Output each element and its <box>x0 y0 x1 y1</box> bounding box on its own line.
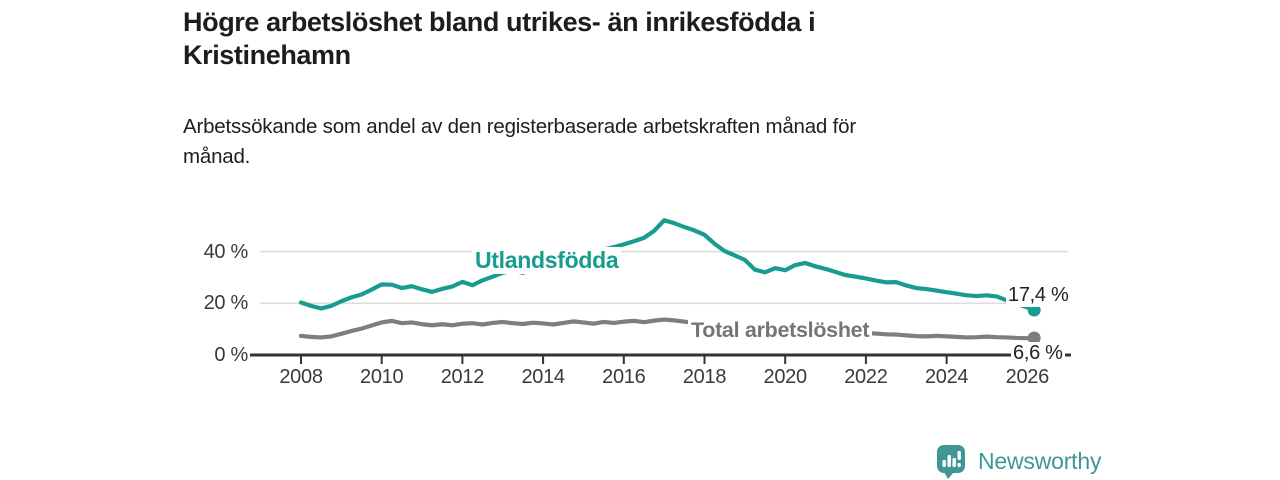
end-value-label-utlandsfodda: 17,4 % <box>1006 284 1071 307</box>
x-tick-label: 2018 <box>682 366 727 388</box>
x-tick-label: 2022 <box>844 366 888 388</box>
series-label-utlandsfodda: Utlandsfödda <box>472 247 622 274</box>
x-tick-label: 2010 <box>360 366 404 388</box>
page-title-line-2: Kristinehamn <box>183 40 351 70</box>
page-title: Högre arbetslöshet bland utrikes- än inr… <box>183 6 1083 72</box>
y-tick-label: 0 % <box>214 344 248 366</box>
y-tick-label: 20 % <box>203 292 249 315</box>
page-subtitle: Arbetssökande som andel av den registerb… <box>183 112 1083 172</box>
series-line-1 <box>298 317 1037 341</box>
page-subtitle-line-1: Arbetssökande som andel av den registerb… <box>183 115 856 138</box>
newsworthy-wordmark: Newsworthy <box>978 447 1102 474</box>
x-tick-label: 2020 <box>763 366 808 388</box>
x-tick-label: 2024 <box>924 366 969 388</box>
y-tick-label: 40 % <box>203 240 249 263</box>
series-line-0 <box>298 218 1037 313</box>
x-tick-label: 2026 <box>1005 366 1050 388</box>
series-end-dot-1 <box>1027 331 1041 345</box>
x-tick-label: 2012 <box>440 366 485 388</box>
x-tick-label: 2014 <box>521 366 565 388</box>
newsworthy-branding: Newsworthy <box>936 443 1101 479</box>
end-value-label-total: 6,6 % <box>1011 342 1065 365</box>
newsworthy-logo-icon <box>937 445 965 479</box>
x-tick-label: 2016 <box>602 366 646 388</box>
page-title-line-1: Högre arbetslöshet bland utrikes- än inr… <box>183 7 816 37</box>
series-label-total-arbetsloshet: Total arbetslöshet <box>688 318 873 343</box>
page-subtitle-line-2: månad. <box>183 145 251 168</box>
x-tick-label: 2008 <box>279 366 323 388</box>
